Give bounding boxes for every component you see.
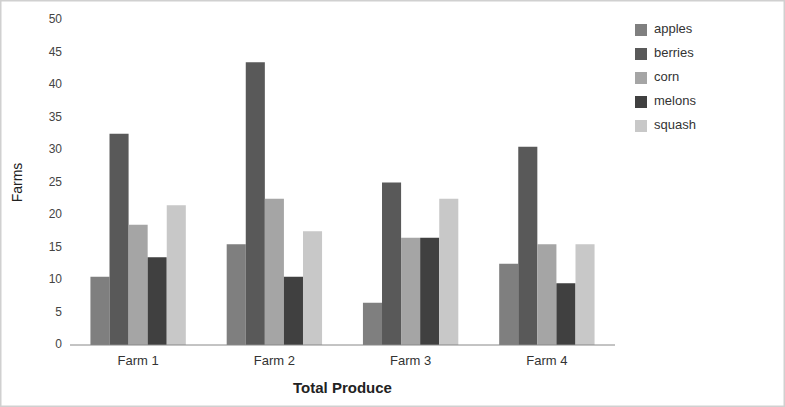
bar (110, 134, 129, 345)
bar (90, 277, 109, 345)
figure-border (1, 1, 785, 407)
legend-swatch (635, 72, 647, 84)
bar (227, 244, 246, 345)
chart-svg: 0 5 10 15 20 25 30 35 40 45 50 Farm 1 Farm 2 Farm 3 Fa… (0, 0, 785, 407)
bar (129, 225, 148, 345)
legend-label: corn (654, 69, 679, 84)
bar (537, 244, 556, 345)
y-tick-label: 5 (55, 305, 62, 319)
bar (575, 244, 594, 345)
bar (167, 205, 186, 345)
y-tick-label: 50 (49, 12, 63, 26)
y-tick-label: 25 (49, 175, 63, 189)
y-axis-label: Farms (9, 163, 25, 203)
legend-swatch (635, 48, 647, 60)
bar (518, 147, 537, 345)
bar (246, 62, 265, 345)
x-tick-label: Farm 3 (390, 353, 431, 368)
legend: apples berries corn melons squash (635, 21, 696, 132)
legend-label: apples (654, 21, 693, 36)
y-tick-label: 35 (49, 110, 63, 124)
y-tick-label: 15 (49, 240, 63, 254)
bar (303, 231, 322, 345)
y-tick-label: 30 (49, 142, 63, 156)
y-tick-label: 20 (49, 207, 63, 221)
legend-swatch (635, 120, 647, 132)
bar (401, 238, 420, 345)
bar (265, 199, 284, 345)
x-tick-label: Farm 4 (526, 353, 567, 368)
x-axis-label: Total Produce (293, 379, 392, 396)
bar (439, 199, 458, 345)
bar (363, 303, 382, 345)
legend-swatch (635, 96, 647, 108)
bar (148, 257, 167, 345)
legend-label: melons (654, 93, 696, 108)
y-tick-label: 40 (49, 77, 63, 91)
chart-container: 0 5 10 15 20 25 30 35 40 45 50 Farm 1 Farm 2 Farm 3 Fa… (0, 0, 785, 407)
bar (499, 264, 518, 345)
bar (420, 238, 439, 345)
y-tick-label: 45 (49, 45, 63, 59)
y-tick-label: 10 (49, 272, 63, 286)
legend-label: squash (654, 117, 696, 132)
legend-label: berries (654, 45, 694, 60)
bars (90, 62, 594, 345)
bar (382, 183, 401, 346)
y-tick-label: 0 (55, 337, 62, 351)
x-tick-label: Farm 1 (118, 353, 159, 368)
x-axis-line (70, 345, 615, 346)
bar (556, 283, 575, 345)
legend-swatch (635, 24, 647, 36)
x-tick-label: Farm 2 (254, 353, 295, 368)
bar (284, 277, 303, 345)
